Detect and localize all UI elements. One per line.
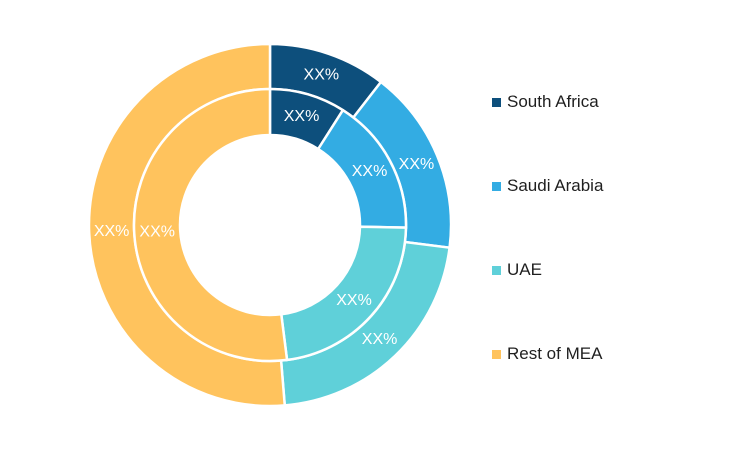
inner-ring-label-south-africa: XX% [284,108,320,125]
outer-ring-label-saudi-arabia: XX% [399,156,435,173]
legend-item-rest-of-mea: Rest of MEA [492,340,742,368]
legend-label: Saudi Arabia [507,176,604,195]
legend-label: Rest of MEA [507,344,603,363]
legend-swatch-south-africa [492,97,501,107]
legend-label: South Africa [507,92,599,111]
inner-ring-label-saudi-arabia: XX% [352,163,388,180]
legend-swatch-uae [492,265,501,275]
legend-item-south-africa: South Africa [492,88,742,116]
inner-ring-label-rest-of-mea: XX% [139,224,175,241]
outer-ring-label-south-africa: XX% [304,67,340,84]
legend-label: UAE [507,260,542,279]
inner-ring-label-uae: XX% [336,292,372,309]
legend-item-saudi-arabia: Saudi Arabia [492,172,742,200]
donut-chart: XX% XX% XX% XX% XX% XX% XX% XX% [87,42,453,408]
inner-ring-slice-rest-of-mea [132,87,289,363]
outer-ring-label-rest-of-mea: XX% [94,223,130,240]
legend-swatch-rest-of-mea [492,349,501,359]
legend-item-uae: UAE [492,256,742,284]
legend-swatch-saudi-arabia [492,181,501,191]
outer-ring-label-uae: XX% [362,331,398,348]
chart-legend: South Africa Saudi Arabia UAE Rest of MEA [492,88,742,424]
